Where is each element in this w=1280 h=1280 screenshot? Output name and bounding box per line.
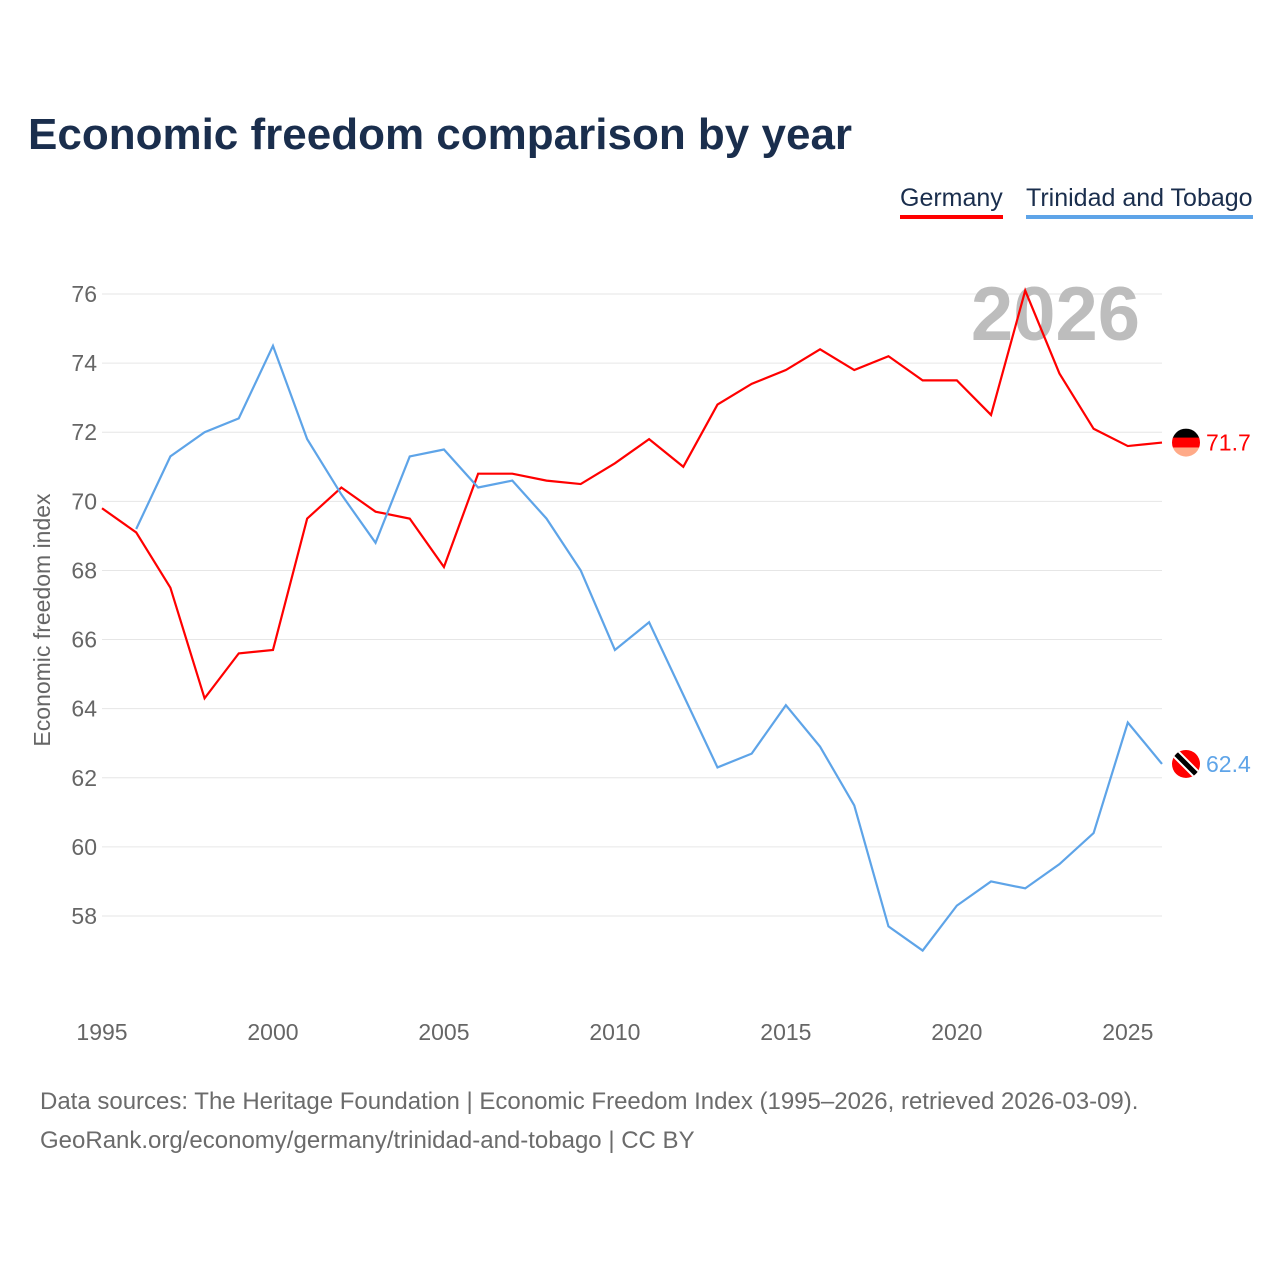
data-point — [271, 648, 275, 652]
data-point — [510, 472, 514, 476]
x-tick-label: 2010 — [589, 1019, 640, 1045]
trinidad-flag-icon — [1172, 749, 1200, 778]
data-point — [613, 461, 617, 465]
data-point — [305, 437, 309, 441]
data-point — [237, 416, 241, 420]
data-point — [545, 479, 549, 483]
data-point — [818, 745, 822, 749]
data-point — [784, 703, 788, 707]
data-point — [1126, 720, 1130, 724]
data-point — [339, 492, 343, 496]
y-tick-label: 60 — [71, 834, 97, 860]
data-point — [374, 541, 378, 545]
series-line-0 — [101, 287, 1163, 701]
data-point — [647, 620, 651, 624]
data-point — [1023, 289, 1027, 293]
series-line-1 — [135, 342, 1163, 953]
data-point — [886, 924, 890, 928]
data-point — [1160, 762, 1164, 766]
data-point — [921, 949, 925, 953]
data-point — [100, 506, 104, 510]
data-point — [339, 486, 343, 490]
data-point — [681, 693, 685, 697]
x-tick-label: 2005 — [418, 1019, 469, 1045]
data-point — [134, 530, 138, 534]
data-point — [442, 448, 446, 452]
data-point — [1126, 444, 1130, 448]
data-point — [784, 368, 788, 372]
x-tick-label: 2000 — [247, 1019, 298, 1045]
data-point — [955, 378, 959, 382]
data-point — [476, 472, 480, 476]
data-point — [408, 454, 412, 458]
x-tick-label: 2020 — [931, 1019, 982, 1045]
x-tick-label: 1995 — [76, 1019, 127, 1045]
source-link[interactable]: GeoRank.org/economy/germany/trinidad-and… — [40, 1127, 695, 1154]
data-point — [510, 479, 514, 483]
y-axis-title: Economic freedom index — [29, 493, 55, 747]
data-point — [476, 486, 480, 490]
x-tick-label: 2025 — [1102, 1019, 1153, 1045]
y-tick-label: 58 — [71, 903, 97, 929]
data-point — [579, 482, 583, 486]
legend-trinidad-and-tobago[interactable]: Trinidad and Tobago — [1026, 184, 1253, 219]
data-point — [989, 413, 993, 417]
data-point — [203, 696, 207, 700]
y-tick-label: 62 — [71, 765, 97, 791]
y-tick-label: 76 — [71, 281, 97, 307]
data-point — [271, 344, 275, 348]
data-point — [545, 517, 549, 521]
data-point — [203, 430, 207, 434]
data-point — [681, 465, 685, 469]
data-sources: Data sources: The Heritage Foundation | … — [40, 1088, 1139, 1115]
data-point — [1092, 427, 1096, 431]
y-tick-label: 72 — [71, 419, 97, 445]
data-point — [886, 354, 890, 358]
data-point — [750, 752, 754, 756]
data-point — [1057, 862, 1061, 866]
data-point — [237, 651, 241, 655]
x-tick-label: 2015 — [760, 1019, 811, 1045]
germany-flag-icon — [1172, 428, 1200, 457]
data-point — [1092, 831, 1096, 835]
data-point — [374, 510, 378, 514]
data-point — [134, 527, 138, 531]
year-watermark: 2026 — [971, 272, 1140, 357]
y-tick-label: 74 — [71, 350, 97, 376]
data-point — [852, 368, 856, 372]
legend-germany[interactable]: Germany — [900, 184, 1003, 219]
data-point — [579, 568, 583, 572]
data-point — [647, 437, 651, 441]
data-point — [715, 403, 719, 407]
y-tick-label: 68 — [71, 557, 97, 583]
data-point — [613, 648, 617, 652]
y-tick-label: 70 — [71, 488, 97, 514]
data-point — [442, 565, 446, 569]
data-point — [168, 454, 172, 458]
data-point — [989, 879, 993, 883]
data-point — [1023, 886, 1027, 890]
chart-title: Economic freedom comparison by year — [28, 110, 853, 159]
data-point — [1057, 371, 1061, 375]
data-point — [168, 586, 172, 590]
y-tick-label: 66 — [71, 627, 97, 653]
data-point — [750, 382, 754, 386]
data-point — [921, 378, 925, 382]
data-point — [408, 517, 412, 521]
data-point — [305, 517, 309, 521]
data-point — [852, 803, 856, 807]
y-tick-label: 64 — [71, 696, 97, 722]
data-point — [715, 765, 719, 769]
end-value-label: 71.7 — [1206, 430, 1251, 456]
data-point — [955, 904, 959, 908]
data-point — [1160, 441, 1164, 445]
data-point — [818, 347, 822, 351]
end-value-label: 62.4 — [1206, 751, 1251, 777]
